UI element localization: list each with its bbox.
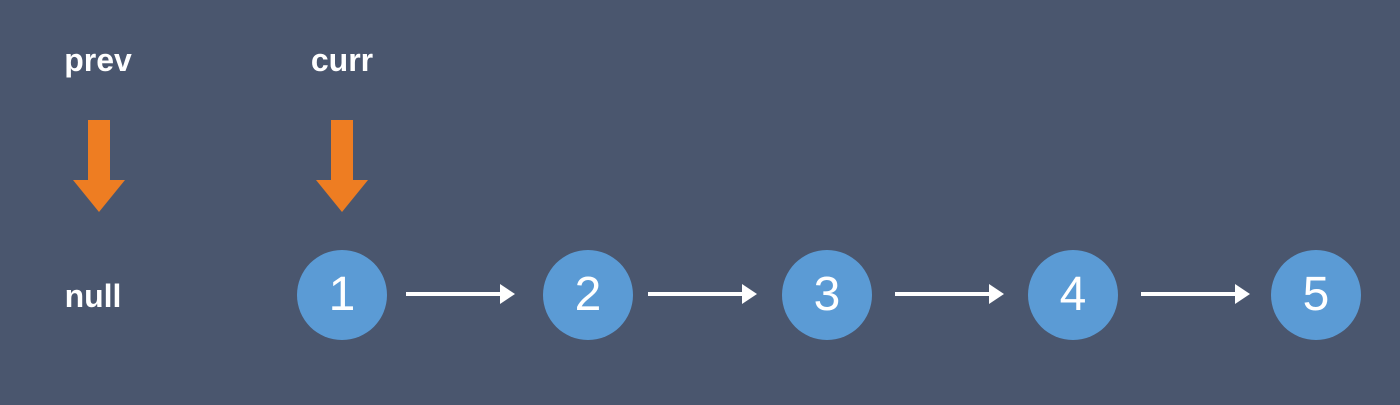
- prev-pointer-down-arrow-icon: [73, 120, 125, 212]
- link-arrow-icon-3-4: [895, 284, 1004, 304]
- curr-pointer-label: curr: [310, 42, 374, 78]
- list-node-4: 4: [1028, 250, 1118, 340]
- prev-pointer-label: prev: [64, 42, 132, 78]
- link-arrow-icon-2-3: [648, 284, 757, 304]
- curr-pointer-down-arrow-icon: [316, 120, 368, 212]
- null-label: null: [64, 278, 122, 314]
- link-arrow-icon-1-2: [406, 284, 515, 304]
- list-node-3: 3: [782, 250, 872, 340]
- list-node-5: 5: [1271, 250, 1361, 340]
- list-node-1: 1: [297, 250, 387, 340]
- list-node-2: 2: [543, 250, 633, 340]
- link-arrow-icon-4-5: [1141, 284, 1250, 304]
